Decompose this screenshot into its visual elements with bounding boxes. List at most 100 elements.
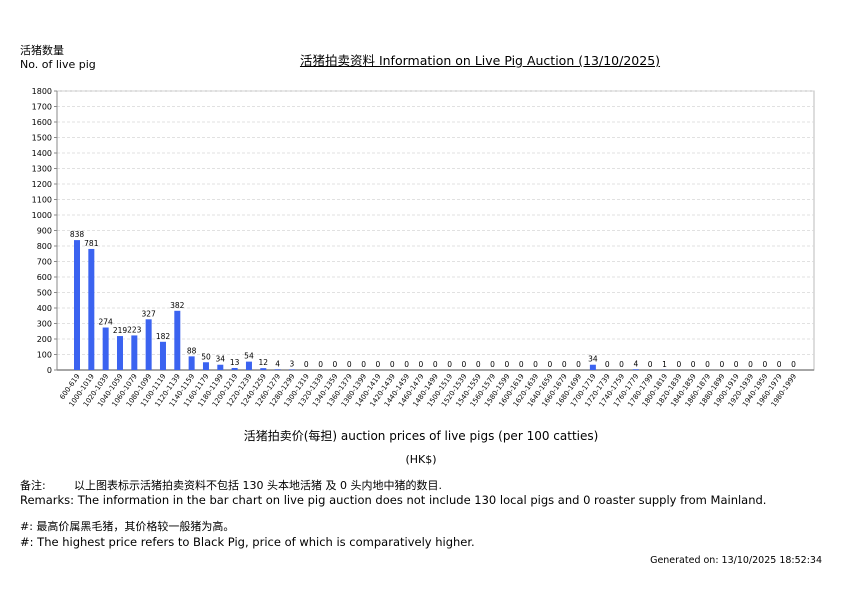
bar-value-label: 4 [633,359,638,368]
remarks-zh: 备注: 以上图表标示活猪拍卖资料不包括 130 头本地活猪 及 0 头内地中猪的数… [20,477,442,493]
y-tick-label: 1100 [32,196,52,205]
bar-value-label: 0 [462,360,467,369]
x-axis-unit: (HK$) [405,453,437,466]
bar [159,341,166,370]
bar-value-label: 0 [519,360,524,369]
bar [589,364,596,370]
bar-value-label: 182 [156,332,171,341]
bar-value-label: 0 [676,360,681,369]
bar-value-label: 0 [547,360,552,369]
bar-value-label: 34 [588,355,598,364]
bar-value-label: 13 [230,358,240,367]
bar [245,361,252,370]
bar [145,319,152,370]
bar [131,335,138,370]
bar-value-label: 3 [290,360,295,369]
y-tick-label: 1300 [32,165,52,174]
y-tick-label: 1400 [32,149,52,158]
plot-area [56,90,815,371]
bar-value-label: 838 [70,230,85,239]
remarks-zh-text: 以上图表标示活猪拍卖资料不包括 130 头本地活猪 及 0 头内地中猪的数目. [74,479,442,492]
bar-value-label: 0 [318,360,323,369]
bar-chart: 0100200300400500600700800900100011001200… [32,87,815,408]
bar [174,310,181,370]
bar-value-label: 0 [390,360,395,369]
bar-value-label: 223 [127,325,142,334]
bar-value-label: 0 [304,360,309,369]
y-axis-label-en: No. of live pig [20,58,96,71]
bar-value-label: 0 [648,360,653,369]
y-tick-label: 1800 [32,87,52,96]
bar [202,362,209,370]
bar-value-label: 781 [84,239,99,248]
bar-value-label: 0 [748,360,753,369]
y-tick-label: 700 [37,258,52,267]
bar-value-label: 0 [777,360,782,369]
bar-value-label: 0 [347,360,352,369]
bar-value-label: 0 [361,360,366,369]
bar-value-label: 0 [333,360,338,369]
bar-value-label: 54 [244,352,254,361]
bar-value-label: 34 [216,355,226,364]
bar [188,356,195,370]
bar-value-label: 88 [187,346,197,355]
bar-value-label: 0 [605,360,610,369]
bar-value-label: 274 [98,318,113,327]
bar-value-label: 0 [505,360,510,369]
note-en: #: The highest price refers to Black Pig… [20,535,475,549]
bar-value-label: 382 [170,301,185,310]
bar-value-label: 0 [533,360,538,369]
bar-value-label: 12 [259,358,269,367]
bar-value-label: 0 [705,360,710,369]
y-tick-label: 600 [37,273,52,282]
bar-value-label: 0 [619,360,624,369]
bar [74,240,80,370]
bar-value-label: 0 [419,360,424,369]
y-axis-label-zh: 活猪数量 [20,44,64,57]
bar-value-label: 0 [476,360,481,369]
y-tick-label: 800 [37,242,52,251]
bar-value-label: 219 [113,326,128,335]
bar [260,368,267,370]
y-tick-label: 400 [37,304,52,313]
y-tick-label: 200 [37,335,52,344]
bar-value-label: 4 [275,359,280,368]
bar [116,336,123,370]
note-zh: #: 最高价属黑毛猪，其价格较一般猪为高。 [20,520,235,533]
bar-value-label: 0 [691,360,696,369]
bar [88,248,95,370]
chart-title: 活猪拍卖资料 Information on Live Pig Auction (… [299,53,661,68]
bar-value-label: 1 [662,360,667,369]
x-axis-title: 活猪拍卖价(每担) auction prices of live pigs (p… [243,429,599,443]
y-tick-label: 1000 [32,211,52,220]
bar [102,327,109,370]
bar-value-label: 0 [719,360,724,369]
bar [274,369,281,370]
remarks-en: Remarks: The information in the bar char… [20,493,767,507]
y-tick-label: 1200 [32,180,52,189]
bar-value-label: 0 [791,360,796,369]
bar-value-label: 0 [562,360,567,369]
y-tick-label: 900 [37,227,52,236]
bar-value-label: 0 [490,360,495,369]
y-tick-label: 1500 [32,134,52,143]
bar-value-label: 0 [376,360,381,369]
remarks-zh-label: 备注: [20,479,46,492]
generated-timestamp: Generated on: 13/10/2025 18:52:34 [650,555,822,566]
bar-value-label: 0 [734,360,739,369]
bar-value-label: 0 [404,360,409,369]
bar-value-label: 0 [433,360,438,369]
bar-value-label: 327 [141,309,156,318]
y-tick-label: 1700 [32,103,52,112]
y-tick-label: 1600 [32,118,52,127]
y-tick-label: 100 [37,351,52,360]
bar [632,369,639,370]
y-tick-label: 0 [47,366,52,375]
y-tick-label: 300 [37,320,52,329]
bar [231,367,238,370]
bar-value-label: 50 [201,352,211,361]
y-tick-label: 500 [37,289,52,298]
bar [217,364,224,370]
bar-value-label: 0 [576,360,581,369]
bar-value-label: 0 [447,360,452,369]
